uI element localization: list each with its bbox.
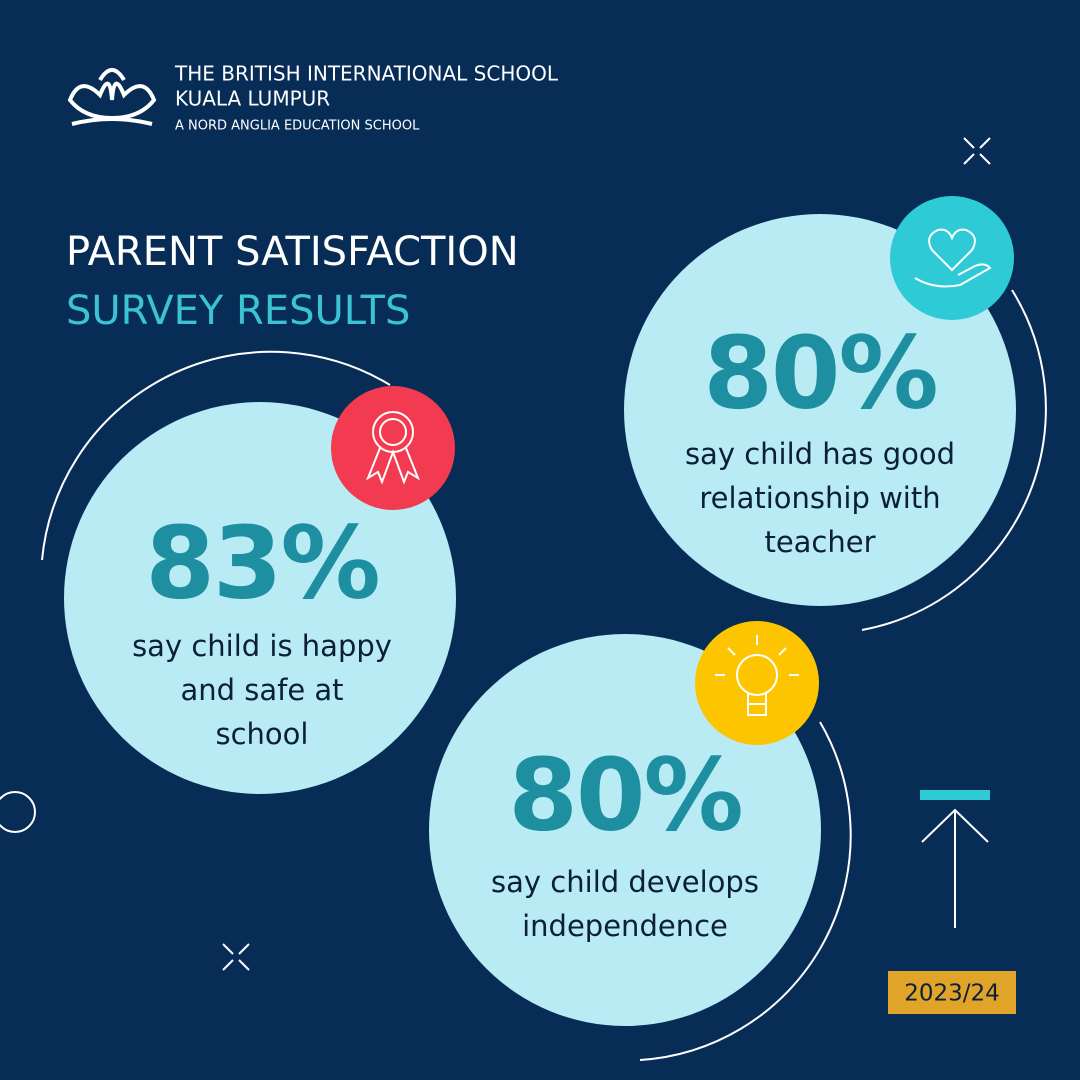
badge	[695, 621, 819, 745]
year: 2023/24	[904, 981, 1000, 1007]
stat-figure: 80%	[703, 314, 936, 431]
logo	[67, 68, 157, 126]
stat-caption: say child has good	[685, 437, 955, 471]
icon	[365, 228, 992, 716]
stat-circle	[64, 402, 456, 794]
tagline: A NORD ANGLIA EDUCATION SCHOOL	[175, 119, 420, 134]
title: PARENT SATISFACTION	[66, 229, 519, 275]
stat-caption: and safe at	[180, 673, 343, 707]
stat-caption: say child is happy	[132, 629, 392, 663]
school-name: THE BRITISH INTERNATIONAL SCHOOL	[174, 62, 559, 86]
stat-figure: 80%	[508, 736, 741, 853]
year-box	[888, 971, 1016, 1014]
stat-caption: school	[216, 717, 309, 751]
stat-caption: relationship with	[699, 481, 940, 515]
stat-caption: say child develops	[491, 865, 759, 899]
school-name: KUALA LUMPUR	[175, 87, 330, 111]
stat-circle	[624, 214, 1016, 606]
badge	[331, 386, 455, 510]
decoration	[0, 137, 1047, 1061]
stat-caption: independence	[522, 909, 728, 943]
badge	[890, 196, 1014, 320]
stat-figure: 83%	[145, 504, 378, 621]
decoration	[920, 790, 990, 800]
subtitle: SURVEY RESULTS	[66, 288, 410, 334]
stat-caption: teacher	[764, 525, 875, 559]
